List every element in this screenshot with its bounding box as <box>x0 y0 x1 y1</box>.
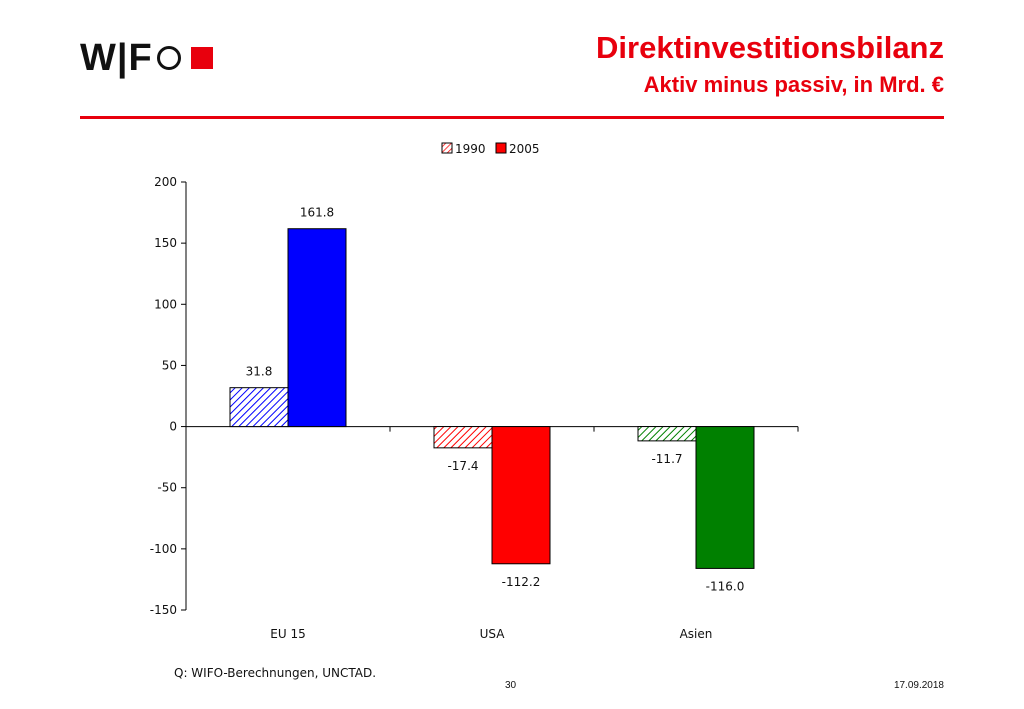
page-number: 30 <box>505 680 517 691</box>
x-category-label: Asien <box>680 627 713 641</box>
y-tick-label: -50 <box>157 481 177 495</box>
x-category-label: EU 15 <box>270 627 305 641</box>
legend-swatch-1990 <box>441 142 453 154</box>
data-label: -112.2 <box>502 575 541 589</box>
bar-2005-2 <box>695 426 755 569</box>
data-label: -116.0 <box>706 579 745 593</box>
header-divider <box>80 116 944 119</box>
data-label: -17.4 <box>447 459 478 473</box>
logo-text: W|F <box>80 37 153 79</box>
y-tick-label: 100 <box>154 297 177 311</box>
slide-date: 17.09.2018 <box>893 680 944 691</box>
y-tick-label: 0 <box>169 420 177 434</box>
y-tick-label: -100 <box>150 542 177 556</box>
y-tick-label: 150 <box>154 236 177 250</box>
bar-2005-0 <box>287 228 347 428</box>
page-subtitle: Aktiv minus passiv, in Mrd. € <box>643 72 944 97</box>
bar-2005-1 <box>491 426 551 565</box>
data-label: 161.8 <box>300 206 334 220</box>
logo-ring-icon <box>156 46 181 70</box>
y-tick-label: 200 <box>154 175 177 189</box>
data-label: -11.7 <box>651 452 682 466</box>
y-tick-label: -150 <box>150 603 177 617</box>
page-title: Direktinvestitionsbilanz <box>596 30 944 65</box>
bar-1990-1 <box>433 426 493 449</box>
legend-label-1990: 1990 <box>455 142 486 156</box>
legend-label-2005: 2005 <box>509 142 540 156</box>
x-category-label: USA <box>480 627 506 641</box>
wifo-logo: W|F <box>80 38 213 78</box>
data-label: 31.8 <box>246 365 273 379</box>
bar-1990-0 <box>229 387 289 428</box>
y-tick-label: 50 <box>162 358 177 372</box>
bar-1990-2 <box>637 426 697 442</box>
logo-square-icon <box>190 47 213 69</box>
legend-swatch-2005 <box>495 142 507 154</box>
source-note: Q: WIFO-Berechnungen, UNCTAD. <box>174 666 377 680</box>
